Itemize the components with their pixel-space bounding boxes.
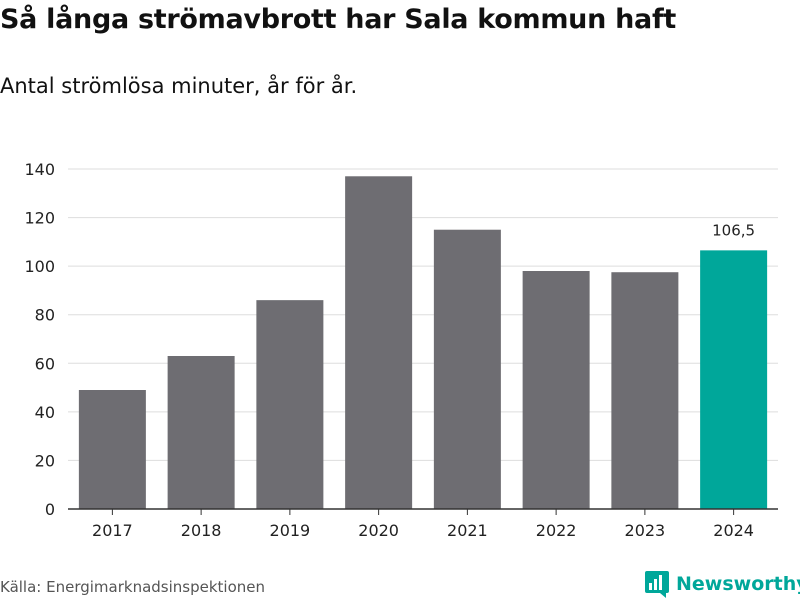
y-tick-label: 80: [35, 306, 55, 325]
x-tick-label: 2021: [447, 521, 488, 540]
chart-subtitle: Antal strömlösa minuter, år för år.: [0, 74, 358, 98]
axes: [68, 508, 778, 515]
y-tick-label: 20: [35, 451, 55, 470]
bar-2024: [700, 250, 768, 509]
x-tick-label: 2017: [92, 521, 133, 540]
labels: 0 20 40 60 80 100 120 140 2017 2018 2019 2020 2021 20…: [24, 160, 755, 540]
bar-2021: [433, 229, 501, 509]
x-tick-label: 2018: [181, 521, 222, 540]
bar-2022: [522, 271, 590, 509]
bar-2018: [167, 356, 235, 509]
y-tick-label: 60: [35, 354, 55, 373]
chart-title: Så långa strömavbrott har Sala kommun ha…: [0, 4, 676, 35]
x-tick-label: 2024: [713, 521, 754, 540]
data-label: 106,5: [712, 221, 755, 239]
newsworthy-logo-icon: [645, 571, 669, 598]
bars: [78, 176, 768, 510]
y-tick-label: 140: [24, 160, 55, 179]
source-note: Källa: Energimarknadsinspektionen: [0, 578, 266, 596]
x-tick-label: 2023: [625, 521, 666, 540]
brand-name: Newsworthy: [676, 573, 800, 595]
x-tick-label: 2020: [358, 521, 399, 540]
y-tick-label: 40: [35, 403, 55, 422]
brand-logo[interactable]: Newsworthy: [644, 568, 800, 600]
y-tick-label: 0: [45, 500, 55, 519]
y-tick-label: 100: [24, 257, 55, 276]
bar-2020: [345, 176, 413, 510]
y-tick-label: 120: [24, 209, 55, 228]
bar-2019: [256, 300, 324, 509]
bar-2017: [78, 390, 146, 509]
bar-2023: [611, 272, 679, 509]
x-tick-label: 2019: [270, 521, 311, 540]
x-tick-label: 2022: [536, 521, 577, 540]
